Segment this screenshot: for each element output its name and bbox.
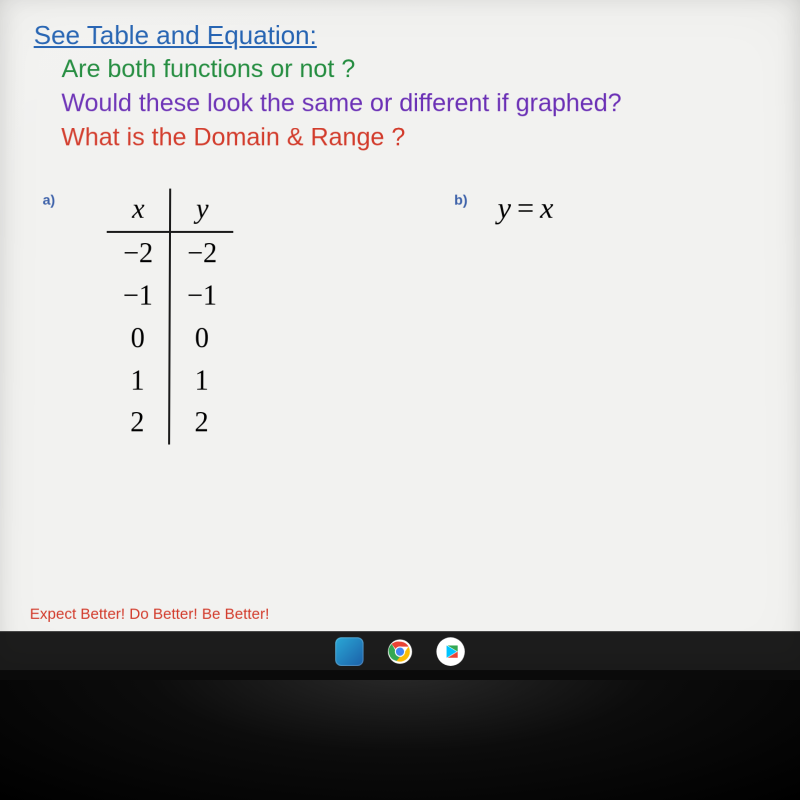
equation-op: =	[511, 192, 540, 225]
cell-x: 0	[106, 318, 169, 360]
cell-x: 2	[106, 402, 170, 444]
cell-x: −1	[107, 275, 170, 317]
cell-y: −2	[170, 232, 233, 275]
col-header-x: x	[107, 189, 170, 232]
footer-slogan: Expect Better! Do Better! Be Better!	[30, 606, 270, 623]
table-row: 1 1	[106, 360, 233, 402]
slide-heading: See Table and Equation:	[34, 18, 767, 53]
cell-y: 1	[170, 360, 233, 402]
files-icon[interactable]	[335, 637, 363, 666]
xy-table: x y −2 −2 −1	[106, 189, 233, 445]
cell-y: 2	[169, 402, 232, 444]
cell-y: 0	[170, 318, 233, 360]
question-2: Would these look the same or different i…	[33, 87, 767, 121]
desk-area	[0, 680, 800, 800]
taskbar	[0, 631, 800, 670]
col-header-y: y	[170, 189, 233, 232]
equation: y=x	[498, 189, 554, 230]
slide-content: See Table and Equation: Are both functio…	[0, 0, 800, 445]
table-row: 2 2	[106, 402, 233, 444]
xy-table-wrap: x y −2 −2 −1	[106, 189, 233, 445]
equation-lhs: y	[498, 192, 511, 225]
photo-frame: See Table and Equation: Are both functio…	[0, 0, 800, 800]
problem-b: b) y=x	[454, 189, 554, 445]
monitor-screen: See Table and Equation: Are both functio…	[0, 0, 800, 689]
cell-x: 1	[106, 360, 169, 402]
table-row: −2 −2	[107, 232, 233, 275]
question-3: What is the Domain & Range ?	[33, 121, 767, 155]
cell-y: −1	[170, 275, 233, 317]
question-1: Are both functions or not ?	[33, 53, 766, 87]
cell-x: −2	[107, 232, 170, 275]
table-row: 0 0	[106, 318, 233, 360]
play-store-icon[interactable]	[436, 637, 464, 666]
table-row: −1 −1	[107, 275, 233, 317]
equation-rhs: x	[540, 192, 553, 225]
problem-b-label: b)	[454, 191, 467, 210]
chrome-icon[interactable]	[386, 637, 414, 666]
problem-a: a) x y −2	[41, 189, 233, 445]
problems-row: a) x y −2	[31, 189, 769, 445]
problem-a-label: a)	[43, 191, 56, 210]
